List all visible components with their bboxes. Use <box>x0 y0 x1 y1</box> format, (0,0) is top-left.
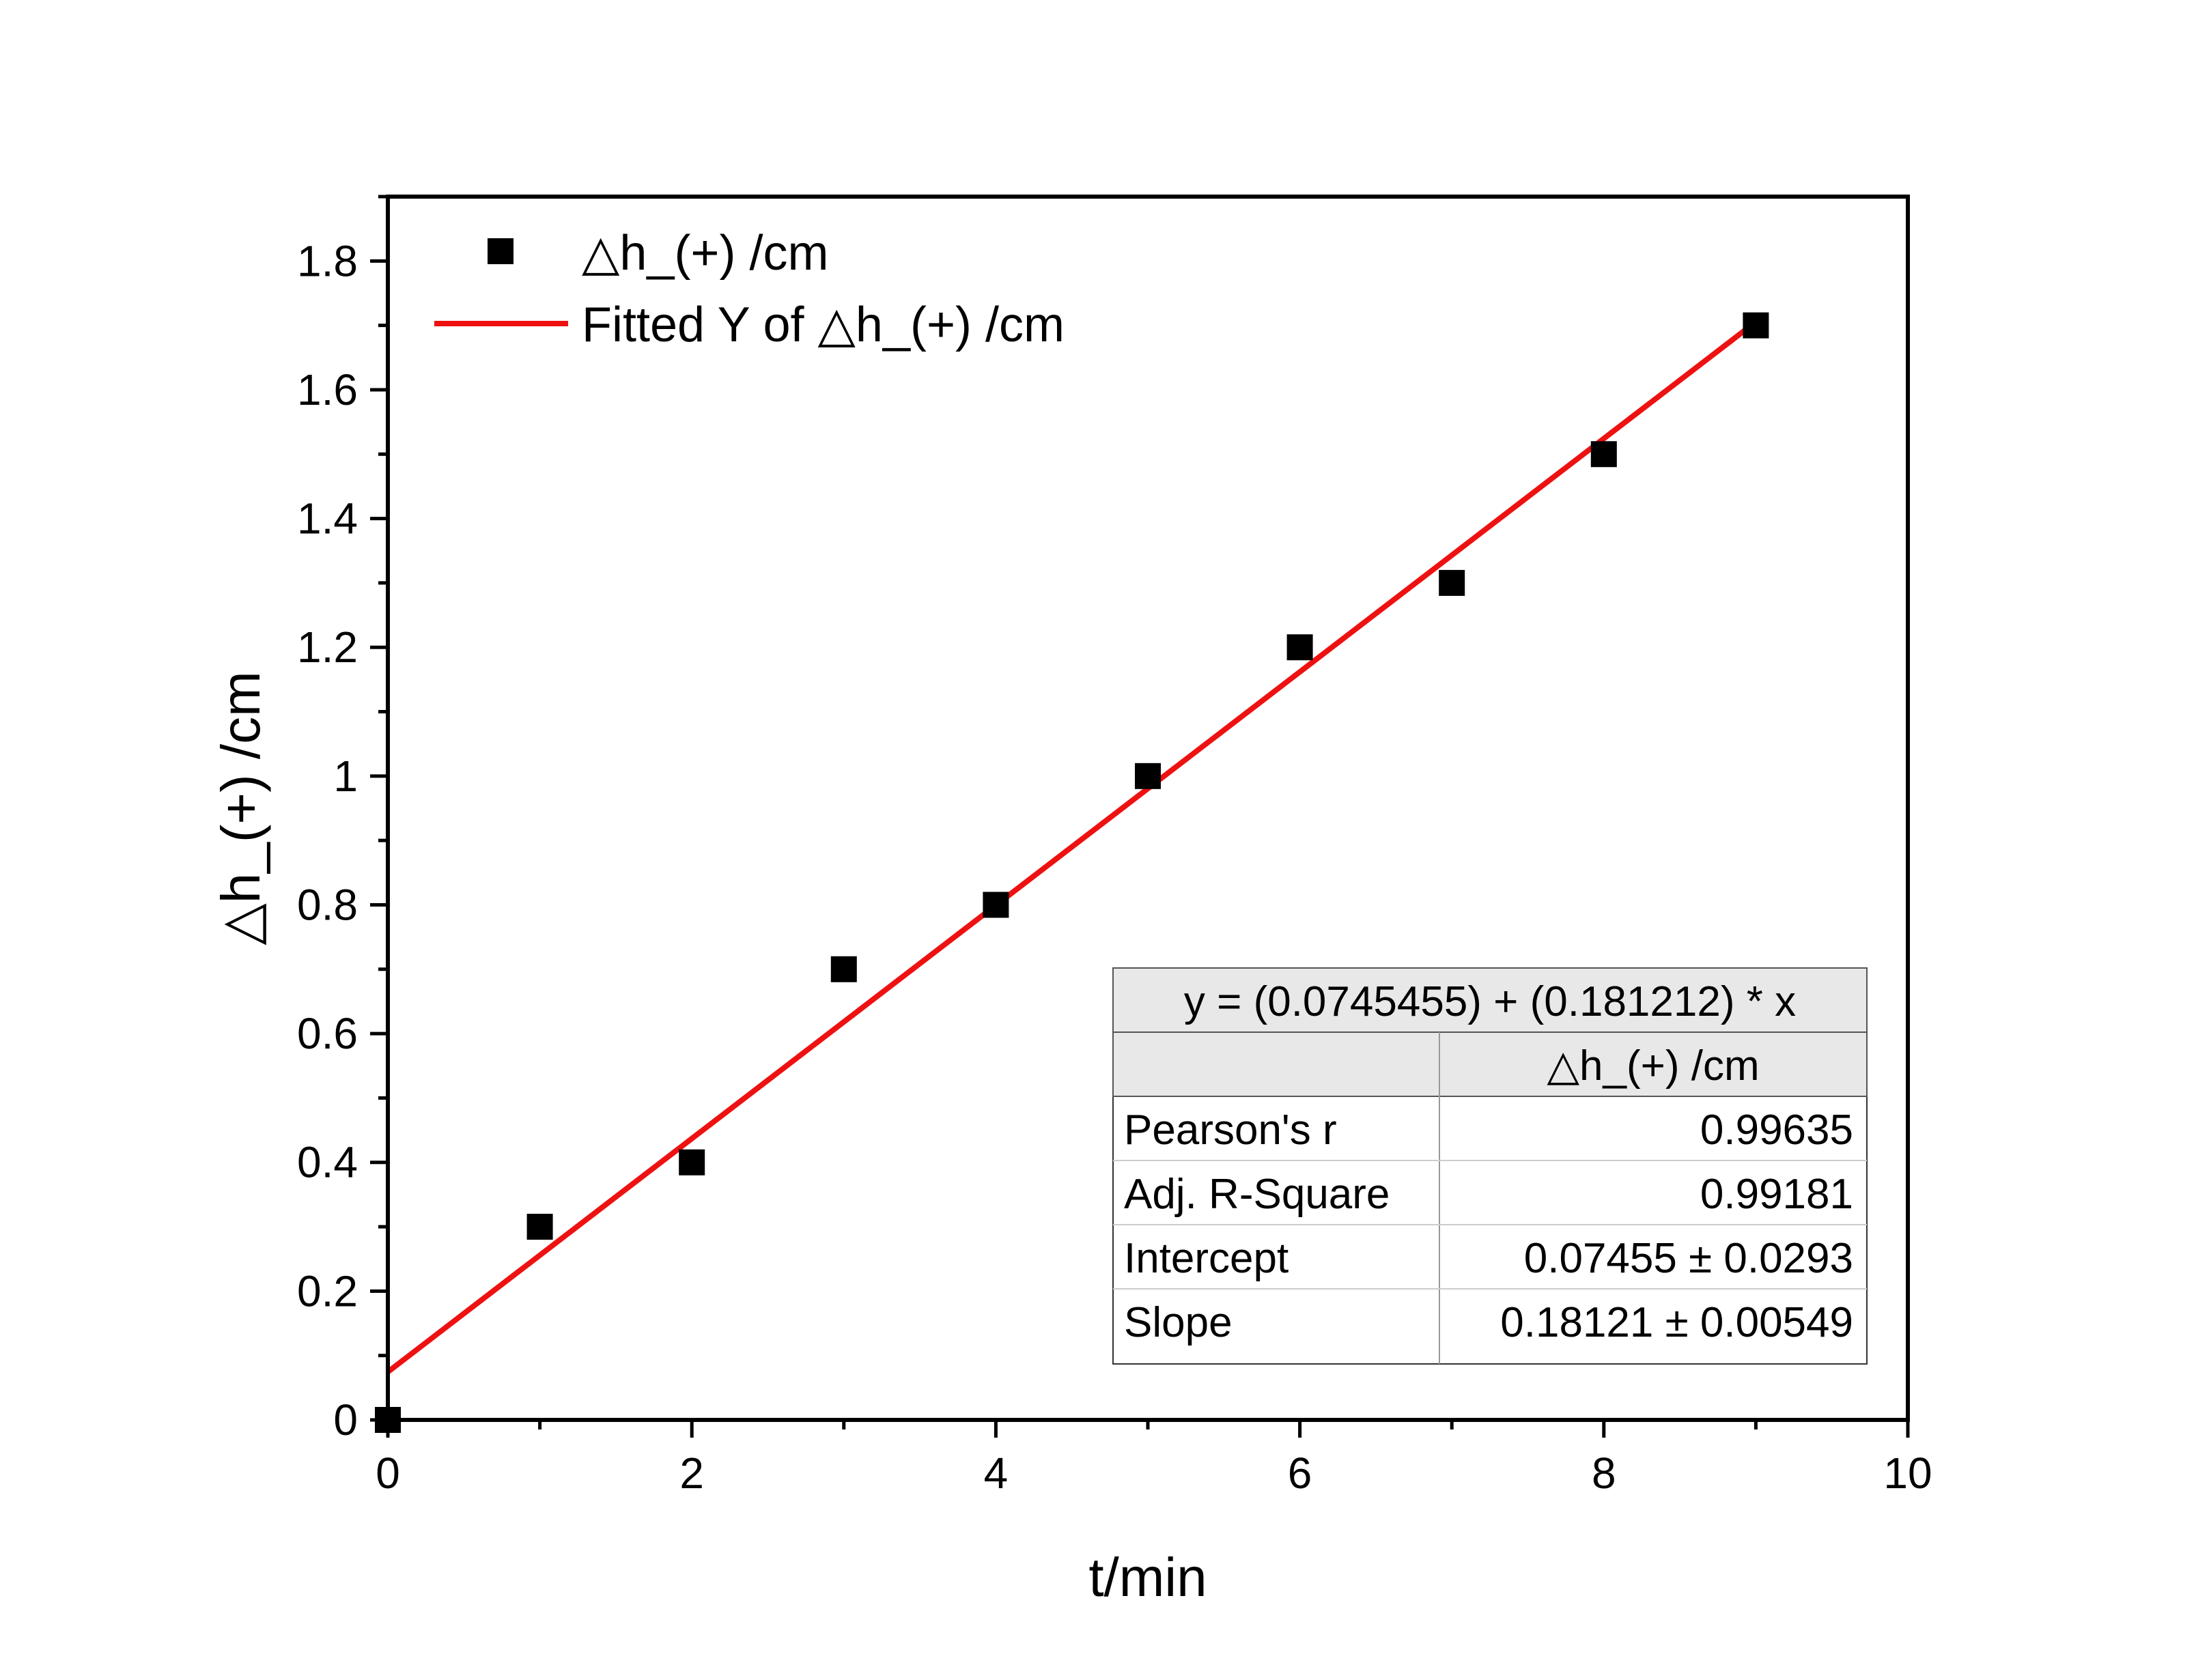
legend-label-fit: Fitted Y of △h_(+) /cm <box>582 298 1065 352</box>
y-tick-label: 0.6 <box>297 1009 358 1058</box>
stats-value-pearson: 0.99635 <box>1700 1107 1853 1154</box>
data-point <box>1439 569 1465 596</box>
stats-column-header: △h_(+) /cm <box>1547 1042 1759 1090</box>
y-tick-label: 1.4 <box>297 494 358 543</box>
y-tick-label: 0.2 <box>297 1266 358 1315</box>
stats-label-intercept: Intercept <box>1124 1235 1289 1282</box>
data-point <box>830 956 857 982</box>
y-tick-label: 1.2 <box>297 623 358 672</box>
stats-label-slope: Slope <box>1124 1299 1233 1346</box>
x-tick-label: 0 <box>376 1449 400 1498</box>
data-point <box>983 892 1009 918</box>
plot-frame <box>386 195 1910 1422</box>
x-tick-label: 4 <box>984 1449 1009 1498</box>
x-tick-label: 8 <box>1592 1449 1616 1498</box>
fit-line <box>386 319 1758 1374</box>
data-point <box>1743 312 1769 339</box>
stats-value-intercept: 0.07455 ± 0.0293 <box>1524 1235 1853 1282</box>
y-tick-label: 0.8 <box>297 880 358 929</box>
y-tick-label: 1.6 <box>297 365 358 414</box>
x-tick-label: 6 <box>1288 1449 1312 1498</box>
legend: △h_(+) /cm Fitted Y of △h_(+) /cm <box>434 226 1065 352</box>
data-point <box>526 1214 553 1240</box>
y-tick-label: 1 <box>333 752 358 801</box>
fit-layer <box>386 319 1758 1374</box>
data-point <box>1286 634 1313 661</box>
legend-marker-scatter <box>488 238 513 264</box>
stats-label-adj-r-square: Adj. R-Square <box>1124 1171 1390 1218</box>
y-tick-label: 0 <box>333 1395 358 1444</box>
stats-value-adj-r-square: 0.99181 <box>1700 1171 1853 1218</box>
ticks-layer: 0 2 4 6 8 10 0 0.2 0.4 0.6 0.8 1 1.2 1.4 1.6 1.8 <box>297 195 1932 1498</box>
stats-table: y = (0.0745455) + (0.181212) * x △h_(+) … <box>1112 967 1868 1365</box>
x-tick-label: 10 <box>1883 1449 1932 1498</box>
stats-value-slope: 0.18121 ± 0.00549 <box>1500 1299 1853 1346</box>
data-point <box>1135 763 1161 789</box>
data-point <box>679 1149 705 1176</box>
stats-table-equation-cell <box>1112 967 1868 1033</box>
x-axis-title: t/min <box>1088 1547 1207 1608</box>
y-axis-title: △h_(+) /cm <box>210 671 271 945</box>
data-point <box>1590 441 1617 468</box>
stats-equation: y = (0.0745455) + (0.181212) * x <box>1184 978 1796 1025</box>
legend-label-scatter: △h_(+) /cm <box>582 226 828 281</box>
x-tick-label: 2 <box>679 1449 704 1498</box>
y-tick-label: 0.4 <box>297 1138 358 1187</box>
stats-label-pearson: Pearson's r <box>1124 1107 1337 1154</box>
stats-table-header-cell <box>1112 1031 1868 1097</box>
y-tick-label: 1.8 <box>297 236 358 285</box>
